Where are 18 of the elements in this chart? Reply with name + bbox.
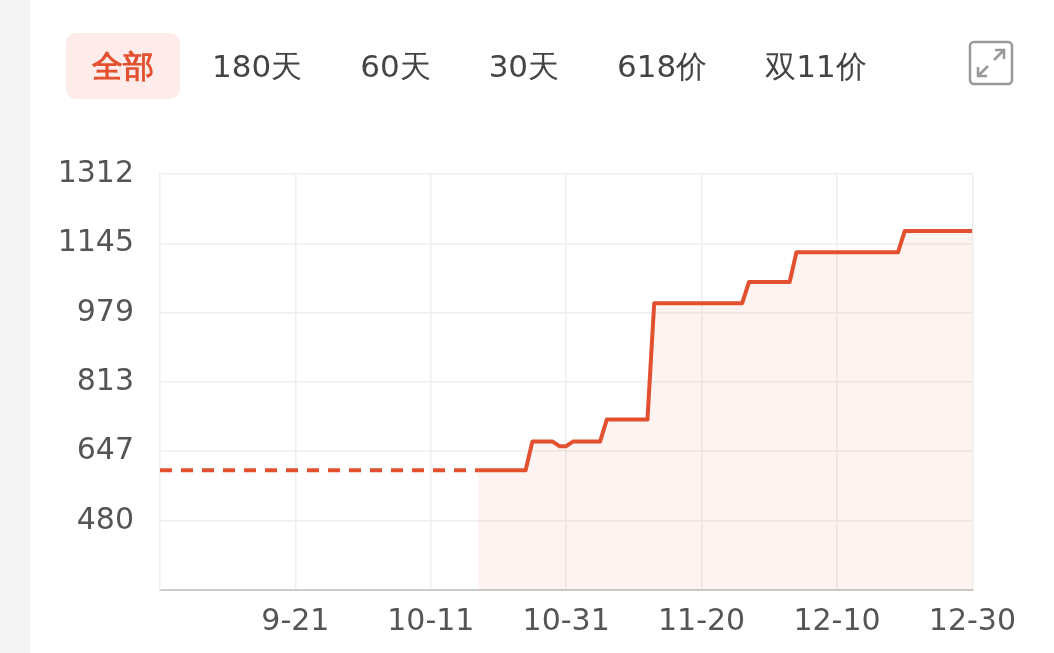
x-tick-label: 10-31 (522, 601, 610, 637)
text: 618价 (616, 47, 709, 86)
y-tick-label: 813 (76, 361, 134, 397)
y-tick-label: 647 (76, 430, 134, 466)
x-tick-label: 12-10 (793, 601, 881, 637)
text: 双11价 (764, 47, 868, 86)
y-tick-label: 480 (76, 500, 134, 536)
x-tick-label: 9-21 (261, 601, 330, 637)
y-tick-label: 979 (76, 292, 134, 328)
y-tick-label: 1312 (57, 153, 134, 189)
y-tick-label: 1145 (57, 223, 134, 259)
x-tick-label: 12-30 (928, 601, 1017, 637)
x-tick-label: 10-11 (387, 601, 475, 637)
text: 全部 (66, 33, 180, 99)
text: 30天 (487, 47, 561, 86)
text: 180天 (211, 47, 304, 86)
text: 60天 (359, 47, 432, 86)
x-tick-label: 11-20 (658, 601, 746, 637)
